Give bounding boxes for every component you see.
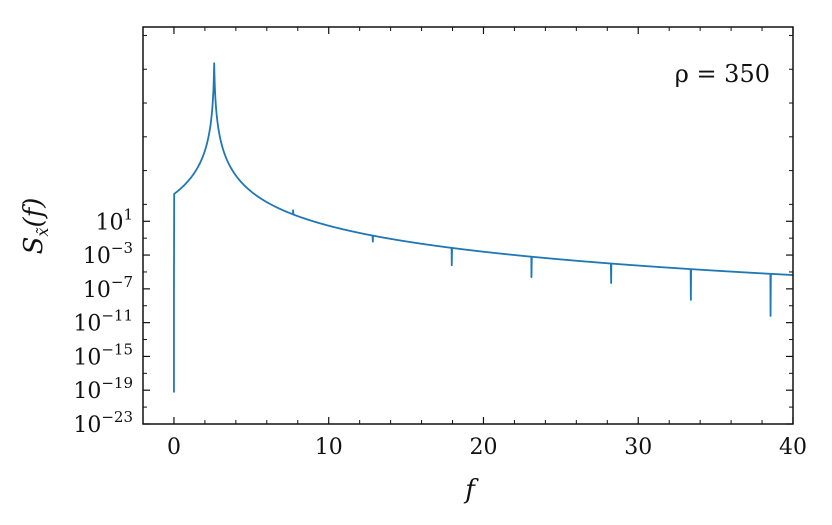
y-tick-label: 10−11: [73, 307, 133, 337]
plot-frame: [142, 26, 794, 425]
y-tick-label: 10−3: [83, 239, 133, 269]
y-tick-label: 10−15: [73, 340, 133, 370]
peak-point-0: [173, 284, 175, 287]
peak-point-1: [213, 62, 215, 65]
svg-text:Sx̃(f): Sx̃(f): [19, 198, 52, 255]
peak-point-7: [690, 299, 692, 301]
x-tick-label: 40: [779, 435, 807, 460]
x-axis: 0 10 20 30 40: [142, 27, 807, 460]
y-tick-label: 101: [95, 205, 133, 235]
spectrum-line: [173, 62, 794, 393]
x-tick-label: 0: [167, 435, 181, 460]
peak-point-2: [292, 209, 294, 212]
rho-annotation: ρ = 350: [675, 60, 770, 88]
peak-point-6: [610, 282, 612, 284]
x-tick-label: 20: [469, 435, 497, 460]
peak-point-8: [769, 315, 772, 317]
peak-point-3: [372, 240, 374, 243]
x-axis-label: f: [463, 475, 479, 505]
y-tick-label: 10−7: [83, 273, 133, 303]
x-tick-label: 30: [624, 435, 652, 460]
peak-point-5: [530, 276, 533, 278]
peak-point-4: [450, 264, 453, 267]
y-tick-label: 10−23: [73, 408, 133, 438]
x-tick-label: 10: [315, 435, 343, 460]
y-axis-label: Sx̃(f): [19, 198, 52, 255]
y-tick-label: 10−19: [73, 374, 133, 404]
plot-area: [173, 62, 794, 393]
